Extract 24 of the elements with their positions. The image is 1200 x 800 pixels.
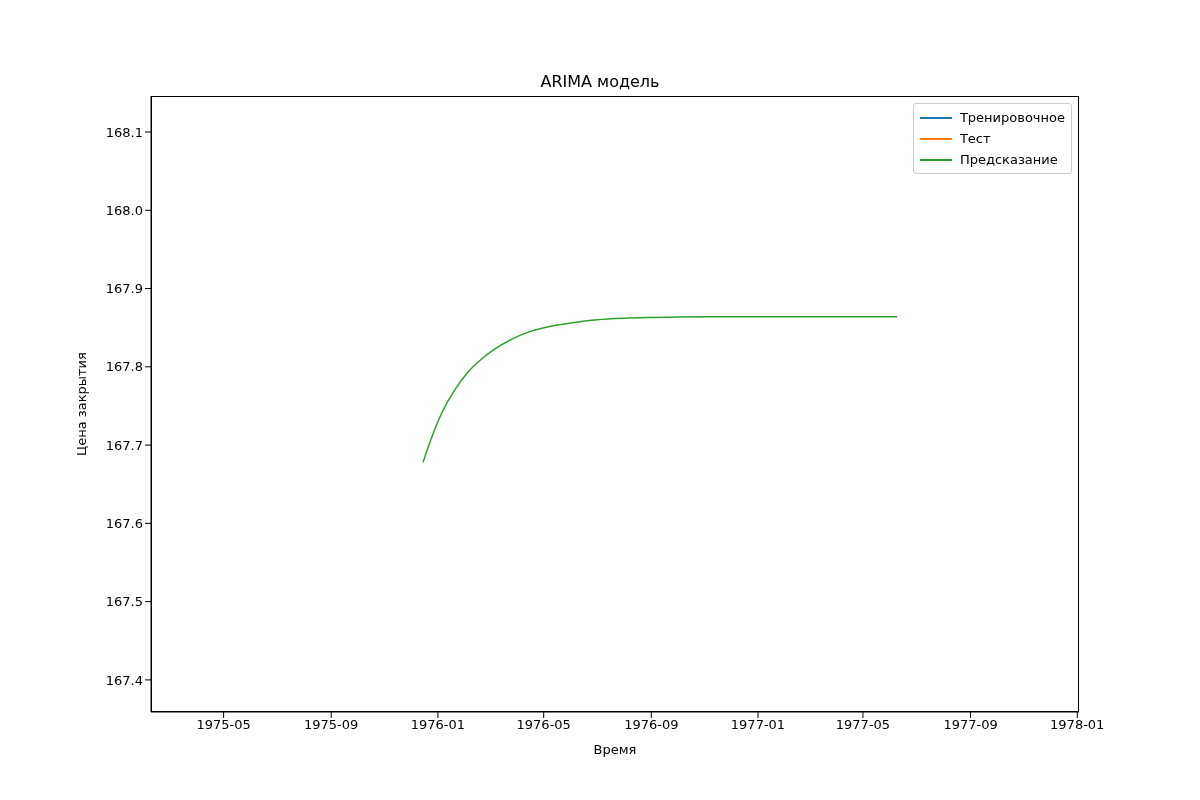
legend-label: Предсказание (959, 152, 1058, 167)
x-tick-label: 1977-09 (943, 717, 998, 733)
x-tick-label: 1977-01 (730, 717, 786, 733)
x-tick-label: 1976-09 (624, 717, 679, 733)
x-tick-label: 1976-01 (410, 717, 466, 733)
x-tick-label: 1977-05 (835, 717, 891, 733)
y-tick-label: 167.5 (105, 594, 143, 610)
y-tick-label: 167.6 (105, 515, 143, 531)
legend-label: Тест (959, 131, 991, 146)
x-axis-title: Время (593, 742, 637, 757)
x-tick-label: 1978-01 (1050, 717, 1105, 733)
chart-title: ARIMA модель (539, 72, 661, 91)
y-tick-label: 168.0 (105, 202, 143, 218)
y-axis-title: Цена закрытия (73, 352, 89, 456)
y-tick-label: 167.7 (105, 437, 143, 453)
x-tick-label: 1975-09 (304, 717, 359, 733)
legend-label: Тренировочное (959, 110, 1065, 125)
x-tick-label: 1976-05 (516, 717, 571, 733)
y-tick-label: 167.8 (105, 359, 143, 375)
y-tick-label: 167.9 (105, 281, 143, 297)
y-tick-label: 168.1 (105, 124, 143, 140)
line-series (422, 315, 898, 464)
x-tick-label: 1975-05 (196, 717, 251, 733)
y-tick-label: 167.4 (105, 672, 143, 688)
